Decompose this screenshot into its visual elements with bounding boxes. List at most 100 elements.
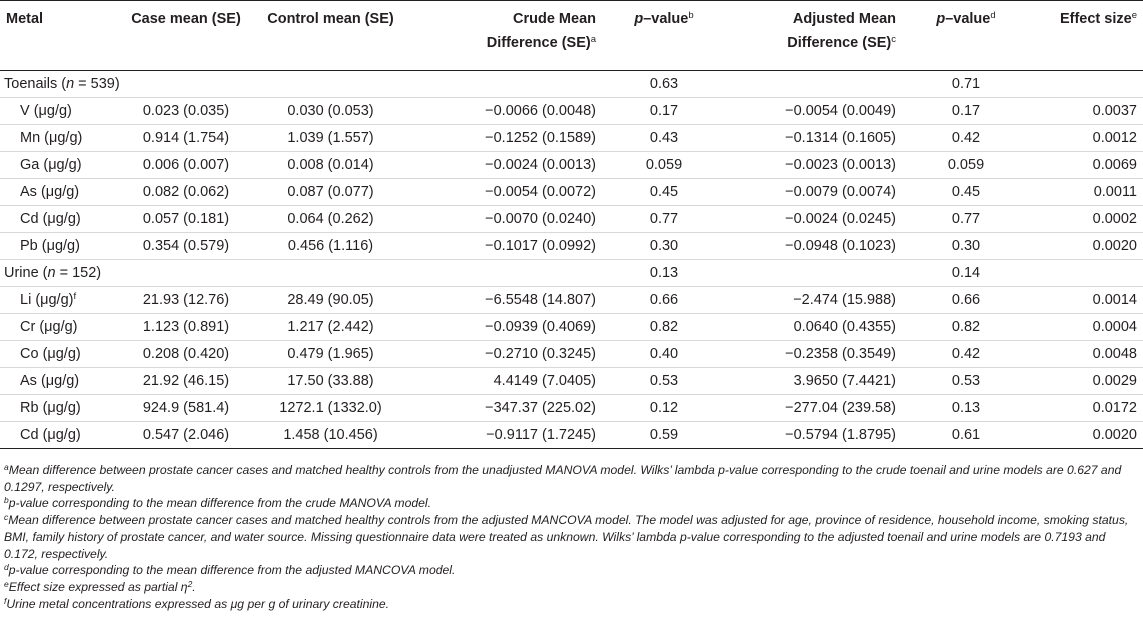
- crude-diff-cell: −0.1252 (0.1589): [485, 130, 596, 146]
- control-mean-cell: 0.087 (0.077): [287, 184, 374, 200]
- case-mean-cell: 0.023 (0.035): [142, 103, 230, 119]
- case-mean-cell: 0.547 (2.046): [142, 427, 230, 443]
- group-pvalue-crude: 0.63: [649, 76, 679, 92]
- pvalue-adjusted-cell: 0.30: [951, 238, 981, 254]
- pvalue-adjusted-cell: 0.17: [951, 103, 981, 119]
- adjusted-diff-cell: −277.04 (239.58): [785, 400, 896, 416]
- header-effect-size: Effect sizee: [1030, 0, 1143, 71]
- control-mean-cell: 0.479 (1.965): [287, 346, 374, 362]
- metal-cell: Cd (μg/g): [20, 211, 81, 227]
- metal-cell: Cr (μg/g): [20, 319, 78, 335]
- pvalue-adjusted-cell: 0.059: [947, 157, 985, 173]
- adjusted-diff-cell: −0.0024 (0.0245): [785, 211, 896, 227]
- effect-size-cell: 0.0037: [1092, 103, 1137, 119]
- adjusted-diff-cell: −0.0079 (0.0074): [785, 184, 896, 200]
- header-pvalue-d: p–valued: [902, 0, 1030, 71]
- crude-diff-cell: −0.9117 (1.7245): [486, 427, 596, 443]
- crude-diff-cell: 4.4149 (7.0405): [493, 373, 596, 389]
- pvalue-adjusted-cell: 0.53: [951, 373, 981, 389]
- case-mean-cell: 1.123 (0.891): [142, 319, 230, 335]
- control-mean-cell: 1.217 (2.442): [287, 319, 374, 335]
- footnote-c: cMean difference between prostate cancer…: [4, 512, 1129, 561]
- pvalue-crude-cell: 0.82: [649, 319, 679, 335]
- crude-diff-cell: −0.0024 (0.0013): [485, 157, 596, 173]
- header-adjusted-mean-difference: Adjusted Mean Difference (SE)c: [726, 0, 902, 71]
- table-footnotes: aMean difference between prostate cancer…: [4, 462, 1140, 612]
- adjusted-diff-cell: −2.474 (15.988): [793, 292, 896, 308]
- case-mean-cell: 924.9 (581.4): [142, 400, 230, 416]
- control-mean-cell: 0.456 (1.116): [287, 238, 374, 254]
- effect-size-cell: 0.0069: [1092, 157, 1137, 173]
- case-mean-cell: 0.914 (1.754): [142, 130, 230, 146]
- metal-cell: As (μg/g): [20, 184, 80, 200]
- control-mean-cell: 28.49 (90.05): [287, 292, 374, 308]
- table-row: Co (μg/g) 0.208 (0.420) 0.479 (1.965) −0…: [0, 341, 1143, 368]
- pvalue-crude-cell: 0.12: [649, 400, 679, 416]
- group-pvalue-adjusted: 0.14: [951, 265, 981, 281]
- control-mean-cell: 0.064 (0.262): [287, 211, 374, 227]
- header-control-mean: Control mean (SE): [259, 0, 402, 71]
- effect-size-cell: 0.0004: [1092, 319, 1137, 335]
- table-row: Ga (μg/g) 0.006 (0.007) 0.008 (0.014) −0…: [0, 152, 1143, 179]
- control-mean-cell: 1.458 (10.456): [283, 427, 378, 443]
- control-mean-cell: 0.030 (0.053): [287, 103, 374, 119]
- table-row: As (μg/g) 0.082 (0.062) 0.087 (0.077) −0…: [0, 179, 1143, 206]
- metal-concentration-table: Metal Case mean (SE) Control mean (SE) C…: [0, 0, 1143, 449]
- control-mean-cell: 1.039 (1.557): [287, 130, 374, 146]
- effect-size-cell: 0.0048: [1092, 346, 1137, 362]
- crude-diff-cell: −0.0054 (0.0072): [485, 184, 596, 200]
- pvalue-adjusted-cell: 0.45: [951, 184, 981, 200]
- case-mean-cell: 0.006 (0.007): [142, 157, 230, 173]
- adjusted-diff-cell: −0.0023 (0.0013): [785, 157, 896, 173]
- footnote-marker-f: f: [73, 291, 77, 302]
- effect-size-cell: 0.0172: [1092, 400, 1137, 416]
- crude-diff-cell: −0.0939 (0.4069): [485, 319, 596, 335]
- group-label-urine: Urine (n = 152): [4, 265, 102, 281]
- case-mean-cell: 0.057 (0.181): [142, 211, 230, 227]
- pvalue-adjusted-cell: 0.61: [951, 427, 981, 443]
- case-mean-cell: 0.208 (0.420): [142, 346, 230, 362]
- pvalue-adjusted-cell: 0.82: [951, 319, 981, 335]
- adjusted-diff-cell: −0.1314 (0.1605): [785, 130, 896, 146]
- table-row: V (μg/g) 0.023 (0.035) 0.030 (0.053) −0.…: [0, 98, 1143, 125]
- pvalue-crude-cell: 0.40: [649, 346, 679, 362]
- crude-diff-cell: −6.5548 (14.807): [485, 292, 596, 308]
- header-case-mean: Case mean (SE): [113, 0, 259, 71]
- effect-size-cell: 0.0020: [1092, 427, 1137, 443]
- table-row: Li (μg/g)f 21.93 (12.76) 28.49 (90.05) −…: [0, 287, 1143, 314]
- crude-diff-cell: −0.0066 (0.0048): [485, 103, 596, 119]
- group-row-urine: Urine (n = 152) 0.13 0.14: [0, 260, 1143, 287]
- metal-cell: V (μg/g): [20, 103, 72, 119]
- crude-diff-cell: −347.37 (225.02): [485, 400, 596, 416]
- effect-size-cell: 0.0029: [1092, 373, 1137, 389]
- adjusted-diff-cell: −0.0054 (0.0049): [785, 103, 896, 119]
- pvalue-adjusted-cell: 0.42: [951, 346, 981, 362]
- pvalue-crude-cell: 0.45: [649, 184, 679, 200]
- table-header-row: Metal Case mean (SE) Control mean (SE) C…: [0, 0, 1143, 71]
- group-pvalue-crude: 0.13: [649, 265, 679, 281]
- footnote-d: dp-value corresponding to the mean diffe…: [4, 562, 456, 578]
- table-row: Cr (μg/g) 1.123 (0.891) 1.217 (2.442) −0…: [0, 314, 1143, 341]
- adjusted-diff-cell: −0.5794 (1.8795): [785, 427, 896, 443]
- footnote-e: eEffect size expressed as partial η2.: [4, 578, 196, 594]
- footnote-f: fUrine metal concentrations expressed as…: [4, 595, 390, 611]
- pvalue-adjusted-cell: 0.42: [951, 130, 981, 146]
- effect-size-cell: 0.0012: [1092, 130, 1137, 146]
- metal-cell: Co (μg/g): [20, 346, 81, 362]
- table-row: Mn (μg/g) 0.914 (1.754) 1.039 (1.557) −0…: [0, 125, 1143, 152]
- metal-cell: Mn (μg/g): [20, 130, 83, 146]
- pvalue-adjusted-cell: 0.13: [951, 400, 981, 416]
- pvalue-crude-cell: 0.17: [649, 103, 679, 119]
- control-mean-cell: 17.50 (33.88): [287, 373, 374, 389]
- metal-cell: As (μg/g): [20, 373, 80, 389]
- metal-cell: Pb (μg/g): [20, 238, 80, 254]
- adjusted-diff-cell: 3.9650 (7.4421): [793, 373, 896, 389]
- case-mean-cell: 0.354 (0.579): [142, 238, 230, 254]
- group-label-toenails: Toenails (n = 539): [4, 76, 120, 92]
- effect-size-cell: 0.0020: [1092, 238, 1137, 254]
- footnote-a: aMean difference between prostate cancer…: [4, 462, 1122, 494]
- crude-diff-cell: −0.0070 (0.0240): [485, 211, 596, 227]
- pvalue-crude-cell: 0.66: [649, 292, 679, 308]
- crude-diff-cell: −0.2710 (0.3245): [485, 346, 596, 362]
